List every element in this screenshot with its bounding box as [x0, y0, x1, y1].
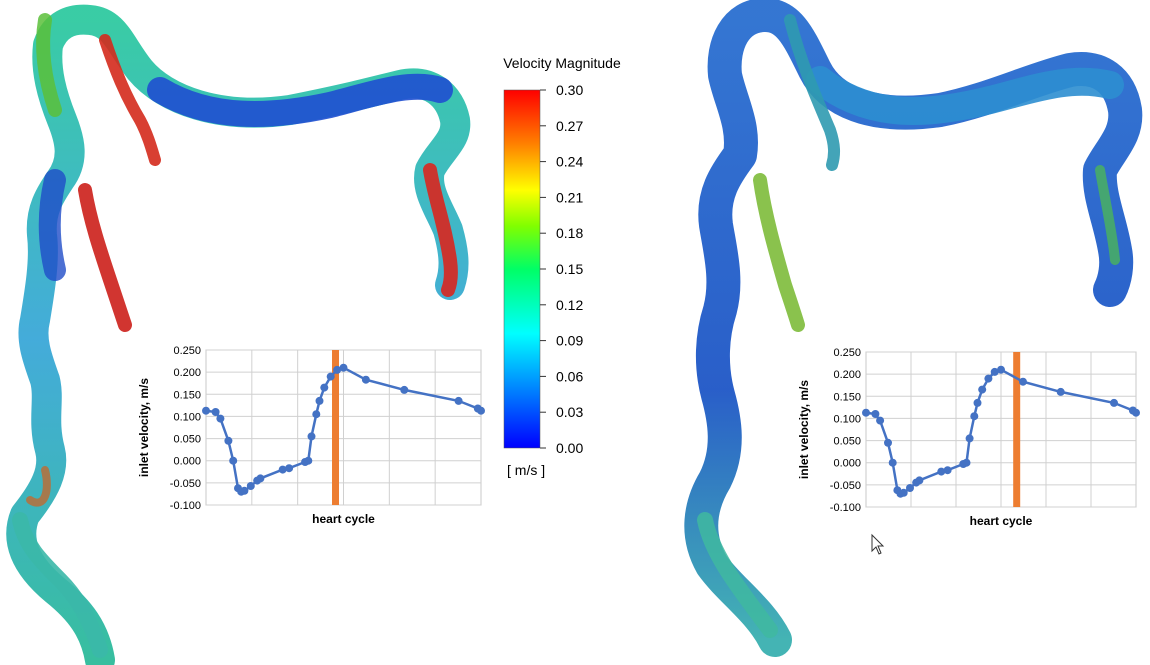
y-axis-label: inlet velocity, m/s: [797, 380, 811, 479]
data-point: [333, 365, 342, 374]
data-point: [224, 436, 233, 445]
data-point: [246, 482, 255, 490]
data-point: [906, 484, 914, 492]
colorbar-gradient: [503, 89, 541, 449]
colorbar-tick-label: 0.03: [556, 404, 583, 420]
colorbar-tick-label: 0.30: [556, 82, 583, 98]
colorbar-tick-label: 0.27: [556, 118, 583, 134]
data-point: [871, 410, 880, 418]
colorbar-ticks: 0.30 0.27 0.24 0.21 0.18 0.15 0.12 0.09 0.06 0.03…: [540, 82, 583, 456]
data-point: [278, 465, 287, 474]
data-point: [970, 412, 979, 421]
vessel-right: [684, 0, 1143, 657]
y-tick-label: -0.050: [830, 480, 861, 492]
data-point: [304, 456, 313, 465]
data-point: [876, 416, 885, 425]
colorbar-tick-label: 0.21: [556, 189, 583, 205]
data-point: [990, 367, 999, 376]
colorbar-title: Velocity Magnitude: [503, 55, 621, 71]
data-point: [984, 374, 993, 383]
inlet-velocity-chart-left: 0.250 0.200 0.150 0.100 0.050 0.000 -0.050 -0.1…: [137, 345, 485, 526]
data-point: [962, 458, 971, 467]
y-tick-label: 0.200: [173, 367, 201, 379]
data-point: [240, 486, 249, 495]
data-point: [943, 466, 952, 475]
time-marker: [1013, 352, 1021, 507]
data-point: [915, 476, 924, 485]
y-tick-label: 0.150: [833, 391, 861, 403]
data-point: [477, 406, 485, 415]
colorbar: Velocity Magnitude 0.300.270.240.210.180…: [503, 55, 621, 478]
data-point: [211, 408, 220, 416]
data-point: [339, 363, 348, 372]
y-tick-label: -0.100: [170, 500, 201, 512]
time-marker: [332, 350, 340, 505]
data-point: [256, 474, 265, 483]
mouse-cursor-icon: [871, 533, 885, 555]
data-point: [320, 383, 329, 392]
data-point: [899, 488, 908, 497]
y-tick-label: 0.250: [173, 345, 201, 357]
colorbar-tick-label: 0.12: [556, 297, 583, 313]
colorbar-tick-label: 0.06: [556, 368, 583, 384]
y-tick-label: -0.100: [830, 502, 861, 514]
y-tick-label: 0.000: [173, 456, 201, 468]
data-point: [312, 410, 321, 419]
data-point: [1019, 377, 1027, 386]
x-axis-label: heart cycle: [312, 512, 375, 526]
y-axis-label: inlet velocity, m/s: [137, 378, 151, 477]
y-tick-label: 0.050: [833, 436, 861, 448]
data-point: [884, 438, 892, 447]
data-point: [307, 432, 316, 441]
x-axis-label: heart cycle: [970, 514, 1033, 528]
data-point: [888, 458, 897, 467]
data-point: [862, 408, 870, 417]
data-point: [1056, 387, 1065, 396]
y-tick-label: 0.050: [173, 434, 201, 446]
y-tick-label: 0.150: [173, 389, 201, 401]
data-point: [315, 396, 324, 405]
y-tick-label: 0.100: [833, 413, 861, 425]
data-point: [997, 365, 1005, 374]
y-tick-label: 0.000: [833, 458, 861, 470]
colorbar-unit: [ m/s ]: [507, 462, 545, 478]
y-tick-label: -0.050: [170, 478, 201, 490]
colorbar-tick-label: 0.15: [556, 261, 583, 277]
y-tick-label: 0.200: [833, 369, 861, 381]
data-point: [326, 372, 335, 381]
data-point: [202, 406, 210, 415]
data-point: [454, 396, 463, 405]
data-point: [216, 414, 225, 423]
data-point: [978, 385, 987, 394]
data-point: [285, 464, 294, 473]
vessel-left: [6, 4, 471, 665]
data-point: [229, 456, 238, 465]
colorbar-tick-label: 0.09: [556, 333, 583, 349]
data-point: [973, 398, 982, 407]
data-point: [1132, 408, 1140, 417]
inlet-velocity-chart-right: 0.250 0.200 0.150 0.100 0.050 0.000 -0.050 -0.1…: [797, 347, 1140, 528]
colorbar-tick-label: 0.18: [556, 225, 583, 241]
colorbar-tick-label: 0.24: [556, 154, 583, 170]
data-point: [965, 434, 974, 443]
colorbar-tick-label: 0.00: [556, 440, 583, 456]
data-point: [1110, 398, 1118, 407]
y-tick-label: 0.250: [833, 347, 861, 359]
data-point: [361, 375, 370, 384]
y-tick-label: 0.100: [173, 411, 201, 423]
data-point: [937, 467, 946, 476]
data-point: [400, 385, 409, 394]
